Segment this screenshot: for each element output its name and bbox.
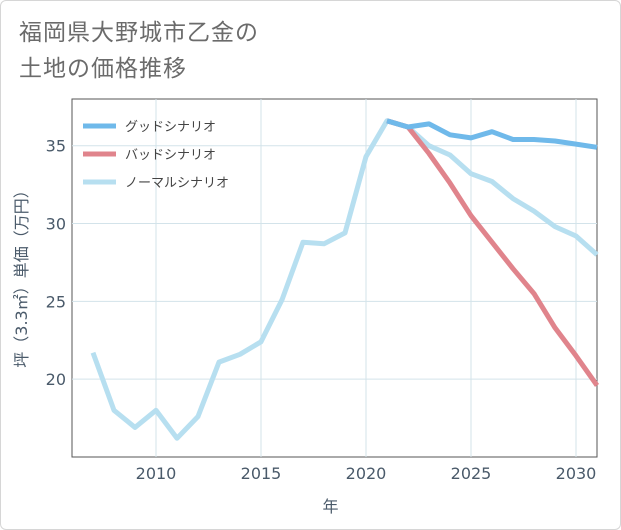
x-tick-label: 2020 <box>346 464 387 483</box>
y-tick-label: 25 <box>46 292 66 311</box>
chart-title-line-2: 土地の価格推移 <box>19 56 187 82</box>
series-line-good <box>386 118 598 150</box>
legend-label-good: グッドシナリオ <box>125 120 216 135</box>
series-line-bad <box>386 118 600 387</box>
x-axis-label: 年 <box>322 497 338 516</box>
x-tick-label: 2030 <box>556 464 597 483</box>
plot-area-frame <box>71 98 598 458</box>
legend-label-bad: バッドシナリオ <box>125 148 216 163</box>
y-axis-label: 坪（3.3㎡）単価（万円） <box>12 182 31 367</box>
x-tick-label: 2025 <box>451 464 492 483</box>
x-tick-label: 2015 <box>241 464 282 483</box>
series-line-normal <box>90 118 599 441</box>
y-tick-label: 35 <box>46 137 66 156</box>
x-tick-label: 2010 <box>136 464 177 483</box>
y-tick-label: 30 <box>46 215 66 234</box>
chart-title: 福岡県大野城市乙金の 土地の価格推移 <box>19 15 259 87</box>
y-tick-label: 20 <box>46 370 66 389</box>
chart-title-line-1: 福岡県大野城市乙金の <box>19 20 259 46</box>
legend-label-normal: ノーマルシナリオ <box>125 176 229 191</box>
